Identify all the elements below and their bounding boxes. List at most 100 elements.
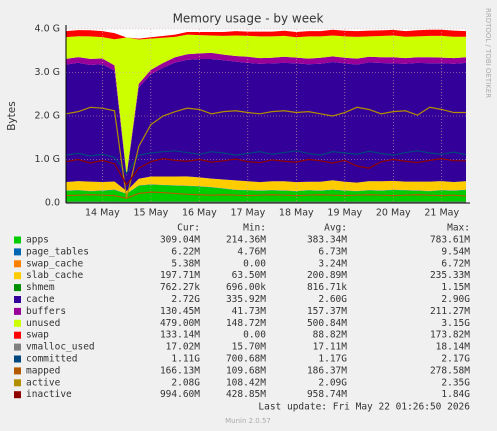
legend-stat: 214.36M [226, 235, 266, 246]
stacked-area [66, 184, 466, 203]
legend-stat: 130.45M [160, 306, 200, 317]
legend-label: buffers [26, 306, 66, 317]
legend-swatch [14, 248, 21, 256]
legend-label: swap_cache [26, 258, 83, 269]
legend-swatch [14, 379, 21, 387]
legend-swatch [14, 343, 21, 351]
legend-stat: 816.71k [307, 282, 347, 293]
x-tick-label: 19 May [327, 208, 362, 219]
legend-stat: 1.84G [441, 389, 470, 400]
x-tick-label: 16 May [182, 208, 217, 219]
legend-header: Cur: [177, 223, 200, 234]
legend-swatch [14, 236, 21, 244]
legend-swatch [14, 284, 21, 292]
legend-stat: 383.34M [307, 235, 347, 246]
series-line [65, 158, 466, 186]
legend-stat: 173.82M [430, 330, 470, 341]
version: Munin 2.0.57 [225, 417, 271, 425]
legend-stat: 994.60M [160, 389, 200, 400]
x-tick-label: 14 May [85, 208, 120, 219]
legend-stat: 17.11M [313, 342, 348, 353]
y-tick-label: 4.0 G [35, 24, 61, 35]
series-line [65, 191, 467, 199]
legend-stat: 335.92M [226, 294, 266, 305]
legend-stat: 278.58M [430, 365, 470, 376]
legend-stat: 0.00 [243, 330, 266, 341]
legend-swatch [14, 391, 21, 399]
legend-label: slab_cache [26, 270, 83, 281]
legend-label: inactive [26, 389, 72, 400]
legend-stat: 783.61M [430, 235, 470, 246]
legend-swatch [14, 367, 21, 375]
legend-swatch [14, 319, 21, 327]
legend-stat: 41.73M [232, 306, 267, 317]
legend-stat: 700.68M [226, 354, 266, 365]
legend-label: committed [26, 354, 77, 365]
legend-swatch [14, 331, 21, 339]
legend-stat: 166.13M [160, 365, 200, 376]
legend-stat: 9.54M [441, 246, 470, 257]
legend-stat: 2.17G [441, 354, 470, 365]
legend-stat: 958.74M [307, 389, 347, 400]
legend-header: Min: [243, 223, 266, 234]
side-text: RRDTOOL / TOBI OETIKER [484, 8, 492, 98]
y-axis-label: Bytes [6, 101, 18, 130]
legend-swatch [14, 296, 21, 303]
legend-swatch [14, 272, 21, 280]
legend-stat: 108.42M [226, 377, 266, 388]
legend-stat: 109.68M [226, 365, 266, 376]
legend-stat: 3.15G [441, 318, 470, 329]
legend-stat: 18.14M [436, 342, 471, 353]
stacked-area [66, 29, 466, 40]
stacked-area [66, 58, 466, 192]
legend-stat: 2.08G [171, 377, 200, 388]
legend-label: cache [26, 294, 55, 305]
legend-stat: 157.37M [307, 306, 347, 317]
legend-label: shmem [26, 282, 55, 293]
legend-label: unused [26, 318, 60, 329]
legend-stat: 88.82M [313, 330, 348, 341]
legend-label: vmalloc_used [26, 342, 95, 353]
x-tick-label: 15 May [133, 208, 168, 219]
legend-swatch [14, 355, 21, 363]
legend-label: apps [26, 235, 49, 246]
legend-stat: 200.89M [307, 270, 347, 281]
legend-label: active [26, 377, 61, 388]
legend-stat: 696.00k [226, 282, 266, 293]
y-tick-label: 0.0 [45, 198, 60, 209]
legend-label: swap [26, 330, 49, 341]
stacked-area [66, 176, 466, 194]
series-line [65, 106, 466, 199]
legend-stat: 133.14M [160, 330, 200, 341]
legend-stat: 1.15M [441, 282, 470, 293]
x-tick-label: 18 May [279, 208, 314, 219]
legend-stat: 6.72M [441, 258, 470, 269]
legend-header: Max: [447, 223, 470, 234]
legend-stat: 1.17G [318, 354, 347, 365]
legend-stat: 63.50M [232, 270, 267, 281]
legend-stat: 6.22M [171, 246, 200, 257]
y-tick-label: 3.0 G [35, 67, 61, 78]
legend-stat: 2.90G [441, 294, 470, 305]
legend-stat: 762.27k [160, 282, 200, 293]
stacked-area [66, 34, 466, 175]
legend-label: page_tables [26, 246, 89, 257]
legend-stat: 2.09G [318, 377, 347, 388]
legend-stat: 500.84M [307, 318, 347, 329]
legend-stat: 2.35G [441, 377, 470, 388]
legend-stat: 3.24M [318, 258, 347, 269]
legend-stat: 17.02M [166, 342, 201, 353]
legend-stat: 1.11G [171, 354, 200, 365]
y-tick-label: 1.0 G [35, 154, 61, 165]
legend-stat: 148.72M [226, 318, 266, 329]
legend-stat: 235.33M [430, 270, 470, 281]
legend-stat: 4.76M [237, 246, 266, 257]
series-line [65, 150, 467, 175]
stacked-area [66, 52, 466, 177]
chart-title: Memory usage - by week [173, 12, 324, 26]
legend-stat: 0.00 [243, 258, 266, 269]
legend-stat: 2.60G [318, 294, 347, 305]
legend-stat: 197.71M [160, 270, 200, 281]
